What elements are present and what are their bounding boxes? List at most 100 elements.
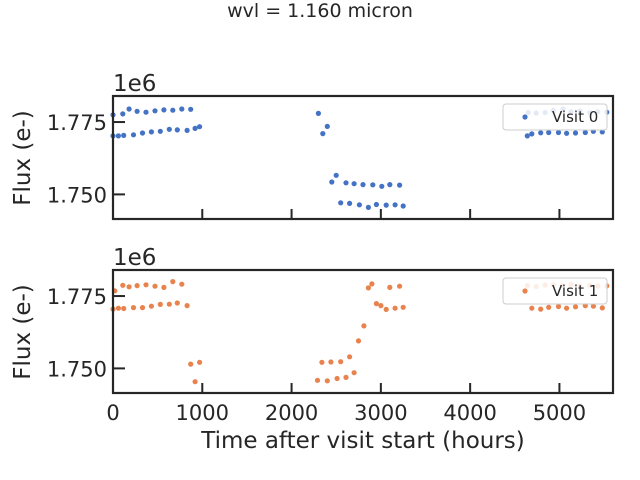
data-point [197,359,203,365]
data-point [383,202,389,208]
plot-area-visit-1 [110,279,610,385]
data-point [365,285,371,291]
x-tick-label: 4000 [443,401,496,425]
data-point [170,279,176,285]
data-point [319,359,325,365]
data-point [179,106,185,112]
data-point [373,301,379,307]
data-point [572,304,579,310]
data-point [328,359,334,365]
data-point [356,202,362,208]
y-tick-label: 1.775 [47,285,107,309]
legend-box-visit-1 [502,277,608,305]
data-point [564,130,570,136]
data-point [529,305,535,311]
data-point [555,129,562,136]
data-point [572,130,579,136]
data-point [387,182,393,188]
data-point [320,131,326,137]
data-point [529,131,535,137]
data-point [351,370,357,376]
data-point [599,129,605,135]
y-axis-label-visit-0: Flux (e-) [10,110,36,206]
data-point [120,282,126,288]
data-point [379,183,385,189]
data-point [121,132,127,138]
data-point [143,282,149,288]
data-point [157,128,163,134]
data-point [157,301,163,307]
x-tick-label: 3000 [354,401,407,425]
data-point [361,323,367,329]
data-point [397,283,403,289]
data-point [314,377,321,383]
legend-marker-visit-1 [522,288,528,294]
data-point [582,129,588,136]
data-point [343,374,349,380]
y-offset-label-visit-1: 1e6 [113,245,156,271]
data-point [161,107,167,113]
data-point [546,129,552,136]
axes-frame-visit-1 [111,268,615,395]
y-axis-label-visit-1: Flux (e-) [10,284,36,380]
data-point [148,303,154,309]
data-point [192,125,198,131]
data-point [324,378,330,384]
data-point [369,281,375,287]
data-point [121,305,127,312]
axes-frame-visit-0 [111,94,615,221]
data-point [333,172,339,178]
panel-visit-0: 1.750 1.775 1e6 Flux (e-) Visit 0 [10,71,615,221]
data-point [120,111,126,117]
data-point [170,107,176,113]
data-point [392,202,398,208]
data-point [166,126,172,132]
x-tick-label: 2000 [265,401,318,425]
data-point [378,303,384,309]
x-axis-label: Time after visit start (hours) [200,428,525,454]
data-point [197,124,203,130]
data-point [538,130,544,136]
data-point [143,109,149,115]
data-point [387,284,393,290]
data-point [315,110,321,116]
legend-label-visit-0: Visit 0 [552,108,598,126]
data-point [370,182,376,188]
x-tick-label: 0 [106,401,119,425]
x-tick-label: 1000 [176,401,229,425]
data-point [400,203,406,209]
data-point [373,201,379,208]
legend-label-visit-1: Visit 1 [552,282,598,300]
y-offset-label-visit-0: 1e6 [113,71,156,97]
data-point [139,305,146,311]
data-point [338,200,344,206]
legend-marker-visit-0 [522,114,528,120]
data-point [130,132,137,138]
data-point [383,306,389,312]
data-point [134,283,140,289]
data-point [134,108,140,114]
data-point [152,108,158,114]
data-point [115,305,121,311]
plot-area-visit-0 [110,106,610,210]
legend-visit-1: Visit 1 [502,277,608,305]
data-point [324,123,330,129]
data-point [524,133,530,139]
ticks-visit-1: 0 1000 2000 3000 4000 5000 1.750 1.775 [47,285,586,425]
data-point [192,379,198,385]
data-point [538,306,544,312]
data-point [139,130,146,136]
data-point [184,303,190,309]
data-point [343,180,349,186]
data-point [329,179,335,185]
y-tick-label: 1.750 [47,357,107,381]
data-point [334,375,340,382]
data-point [347,354,353,360]
data-point [564,305,570,311]
data-point [355,338,362,344]
data-point [400,304,406,310]
data-point [148,129,154,135]
legend-visit-0: Visit 0 [502,103,608,131]
data-point [152,283,158,289]
y-tick-label: 1.775 [47,111,107,135]
